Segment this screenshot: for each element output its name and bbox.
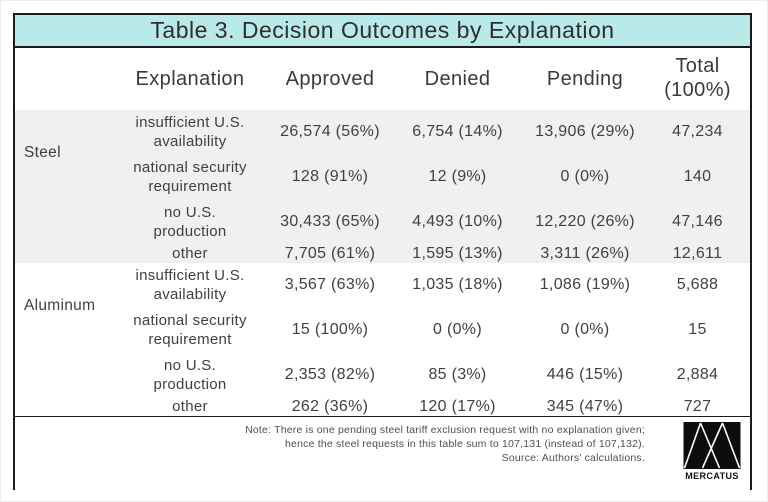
pending-cell: 446 (15%) — [546, 366, 624, 384]
total-cell: 47,234 — [672, 123, 723, 140]
denied-cell: 0 (0%) — [433, 321, 482, 339]
footnote-line-3: Source: Authors’ calculations. — [501, 452, 645, 465]
header-approved: Approved — [285, 67, 375, 90]
denied-cell: 120 (17%) — [419, 397, 496, 415]
table-row: national security requirement 128 (91%) … — [15, 154, 750, 200]
total-cell: 47,146 — [672, 213, 723, 230]
explanation-cell: insufficient U.S. availability — [135, 267, 245, 304]
pending-cell: 3,311 (26%) — [540, 244, 630, 262]
footnote-line-1: Note: There is one pending steel tariff … — [245, 424, 645, 437]
table-card: Table 3. Decision Outcomes by Explanatio… — [13, 13, 752, 491]
table-header: Explanation Approved Denied Pending Tota… — [15, 48, 750, 110]
table-footer: Note: There is one pending steel tariff … — [15, 416, 750, 491]
approved-cell: 15 (100%) — [291, 321, 369, 339]
approved-cell: 26,574 (56%) — [280, 123, 380, 140]
approved-cell: 3,567 (63%) — [284, 276, 376, 294]
table-row: Aluminum insufficient U.S. availability … — [15, 263, 750, 314]
denied-cell: 1,595 (13%) — [412, 244, 503, 262]
approved-cell: 262 (36%) — [291, 397, 369, 415]
header-total-line2: (100%) — [664, 79, 731, 101]
explanation-cell: no U.S. production — [153, 203, 227, 240]
explanation-cell: insufficient U.S. availability — [135, 113, 245, 150]
pending-cell: 345 (47%) — [546, 397, 624, 415]
total-cell: 15 — [688, 321, 707, 339]
aluminum-section: Aluminum insufficient U.S. availability … — [15, 263, 750, 417]
explanation-cell: other — [172, 398, 208, 416]
pending-cell: 13,906 (29%) — [535, 123, 635, 140]
approved-cell: 2,353 (82%) — [284, 366, 376, 384]
table-row: national security requirement 15 (100%) … — [15, 307, 750, 353]
footnote-line-2: hence the steel requests in this table s… — [285, 438, 645, 451]
total-cell: 727 — [683, 397, 712, 415]
table-row: no U.S. production 30,433 (65%) 4,493 (1… — [15, 200, 750, 244]
approved-cell: 30,433 (65%) — [280, 213, 380, 230]
pending-cell: 1,086 (19%) — [539, 276, 631, 294]
table-row: Steel insufficient U.S. availability 26,… — [15, 110, 750, 161]
mercatus-logo-icon — [683, 422, 741, 470]
decision-outcomes-table: Explanation Approved Denied Pending Tota… — [15, 48, 750, 417]
header-denied: Denied — [424, 67, 491, 90]
approved-cell: 128 (91%) — [291, 168, 369, 185]
pending-cell: 0 (0%) — [560, 168, 610, 185]
denied-cell: 4,493 (10%) — [412, 213, 503, 230]
footnote: Note: There is one pending steel tariff … — [245, 423, 645, 465]
pending-cell: 12,220 (26%) — [535, 213, 635, 230]
table-row: other 7,705 (61%) 1,595 (13%) 3,311 (26%… — [15, 244, 750, 263]
pending-cell: 0 (0%) — [560, 321, 610, 339]
explanation-cell: other — [172, 245, 208, 262]
denied-cell: 12 (9%) — [428, 168, 487, 185]
total-cell: 5,688 — [676, 276, 719, 294]
table-row: other 262 (36%) 120 (17%) 345 (47%) 727 — [15, 397, 750, 416]
header-explanation: Explanation — [135, 67, 245, 90]
header-row: Explanation Approved Denied Pending Tota… — [15, 48, 750, 110]
table-row: no U.S. production 2,353 (82%) 85 (3%) 4… — [15, 353, 750, 397]
header-material — [15, 48, 110, 110]
steel-section: Steel insufficient U.S. availability 26,… — [15, 110, 750, 264]
denied-cell: 1,035 (18%) — [412, 276, 503, 294]
total-cell: 12,611 — [672, 244, 723, 262]
material-label-aluminum: Aluminum — [24, 297, 96, 315]
total-cell: 140 — [683, 168, 712, 185]
material-label-steel: Steel — [24, 144, 61, 161]
denied-cell: 6,754 (14%) — [412, 123, 503, 140]
mercatus-logo: MERCATUS — [683, 422, 741, 481]
header-pending: Pending — [546, 67, 624, 90]
header-total: Total (100%) — [645, 48, 750, 110]
header-total-line1: Total — [675, 55, 720, 78]
explanation-cell: no U.S. production — [153, 357, 227, 394]
total-cell: 2,884 — [676, 366, 719, 384]
explanation-cell: national security requirement — [133, 158, 247, 195]
mercatus-logo-text: MERCATUS — [685, 471, 739, 482]
denied-cell: 85 (3%) — [428, 366, 487, 384]
explanation-cell: national security requirement — [133, 312, 247, 349]
approved-cell: 7,705 (61%) — [284, 244, 376, 262]
table-title: Table 3. Decision Outcomes by Explanatio… — [15, 15, 750, 48]
